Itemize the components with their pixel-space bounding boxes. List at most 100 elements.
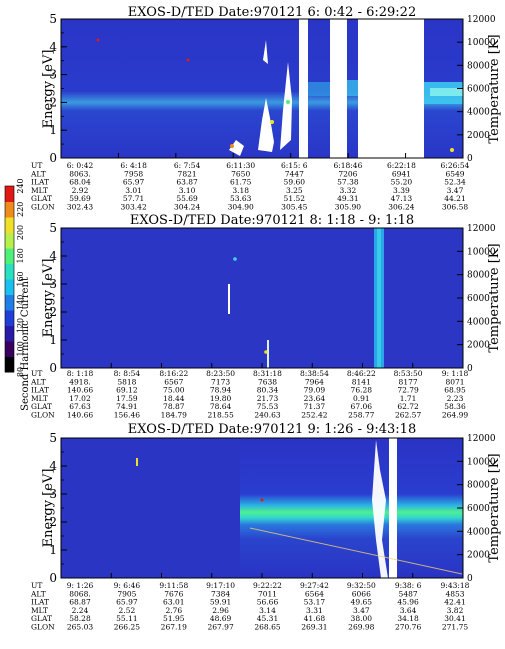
table-cell: 303.42 [120,203,146,212]
table-cell: 3.47 [447,186,464,195]
table-cell: 38.00 [351,614,373,623]
table-cell: 140.66 [67,411,93,420]
ytick-right-label: 4000 [467,108,490,118]
table-cell: 65.97 [123,178,145,187]
panel-2-hot-pixel [264,350,268,354]
colorbar-swatch [5,325,14,342]
panel-2-streak [267,340,269,368]
table-cell: 7447 [285,169,304,178]
colorbar-swatches [4,185,15,373]
table-cell: 9:27:42 [300,581,329,590]
panel-1-white-streak [280,62,292,150]
table-row-label: GLON [31,411,55,420]
table-cell: 72.79 [397,386,419,395]
table-cell: 7638 [258,377,277,386]
colorbar-tick-label: 140 [16,295,25,310]
table-row-label: ILAT [31,178,49,187]
ytick-right-label: 8000 [467,61,490,71]
ytick-label: 5 [49,221,57,235]
ytick-right-label: 10000 [467,247,496,257]
panel-3-streak [136,458,138,466]
table-row-label: ALT [30,377,46,386]
table-cell: 269.98 [348,623,374,632]
table-cell: 269.31 [301,623,327,632]
panel-1-data-gaps [299,19,424,158]
table-row-label: ILAT [31,386,49,395]
ytick-right-label: 6000 [467,294,490,304]
table-cell: 8:53:50 [394,369,423,378]
ytick-label: 4 [49,40,57,54]
table-cell: 4918. [69,377,90,386]
panel-1: EXOS-D/TED Date:970121 6: 0:42 - 6:29:22… [30,5,502,212]
table-cell: 42.41 [444,598,465,607]
panel-2-axes: 0 1 2 3 4 5 0 2000 4000 6000 8000 10000 12000 [49,221,496,375]
table-cell: 6567 [164,377,183,386]
table-cell: 68.87 [69,598,91,607]
table-cell: 3.47 [353,606,370,615]
table-cell: 306.24 [388,203,414,212]
colorbar-swatch [5,186,14,202]
ytick-right-label: 10000 [467,457,496,467]
table-cell: 3.10 [179,186,196,195]
table-cell: 2.24 [72,606,89,615]
table-cell: 6: 0:42 [67,161,94,170]
table-row-label: MLT [31,394,48,403]
ytick-right-label: 0 [467,154,473,164]
panel-3-trace [249,527,463,575]
table-cell: 63.87 [176,178,198,187]
ytick-right-label: 6000 [467,504,490,514]
colorbar-swatch [5,279,14,295]
ytick-label: 1 [49,543,57,557]
table-cell: 9:38: 6 [395,581,422,590]
table-cell: 7173 [211,377,230,386]
ytick-right-label: 2000 [467,131,490,141]
table-cell: 8:46:22 [347,369,376,378]
table-cell: 3.31 [306,606,323,615]
table-cell: 6:26:54 [441,161,470,170]
ytick-right-label: 12000 [467,224,496,234]
table-cell: 7958 [124,169,143,178]
panel-1-white-streak [263,40,268,64]
table-cell: 56.66 [257,598,279,607]
table-cell: 55.11 [116,614,137,623]
table-cell: 6066 [352,589,371,598]
table-cell: 8: 1:18 [67,369,94,378]
table-cell: 1.71 [400,394,417,403]
colorbar-swatch [5,248,14,264]
colorbar-swatch [5,232,14,249]
table-cell: 52.34 [444,178,466,187]
colorbar-tick-label: 100 [16,341,25,356]
table-row-label: GLAT [31,194,52,203]
colorbar-ticks: 80 100 120 140 160 180 200 220 240 [16,178,25,377]
panel-3-features [136,438,463,578]
panel-1-hot-pixel [270,120,274,124]
table-cell: 7905 [117,589,136,598]
panel-2-hot-pixel [233,257,237,261]
table-cell: 44.21 [444,194,465,203]
table-row-label: ALT [30,589,46,598]
ytick-label: 3 [49,68,57,82]
table-cell: 67.63 [69,402,91,411]
table-cell: 8: 8:54 [114,369,141,378]
table-cell: 48.69 [210,614,232,623]
table-cell: 49.65 [351,598,373,607]
table-cell: 218.55 [207,411,233,420]
panel-1-white-streak [258,98,274,152]
ytick-right-label: 2000 [467,341,490,351]
panel-2-title: EXOS-D/TED Date:970121 8: 1:18 - 9: 1:18 [130,213,414,228]
ytick-right-label: 2000 [467,551,490,561]
table-cell: 6:18:46 [333,161,362,170]
table-cell: 3.14 [259,606,276,615]
table-row-label: GLAT [31,402,52,411]
table-cell: 305.45 [281,203,307,212]
table-cell: 6: 4:18 [120,161,147,170]
ytick-label: 0 [49,571,57,585]
table-cell: 69.12 [116,386,138,395]
table-cell: 3.32 [340,186,357,195]
table-row-label: ILAT [31,598,49,607]
table-cell: 9:11:58 [159,581,188,590]
table-cell: 7676 [164,589,183,598]
table-cell: 6:11:30 [226,161,255,170]
